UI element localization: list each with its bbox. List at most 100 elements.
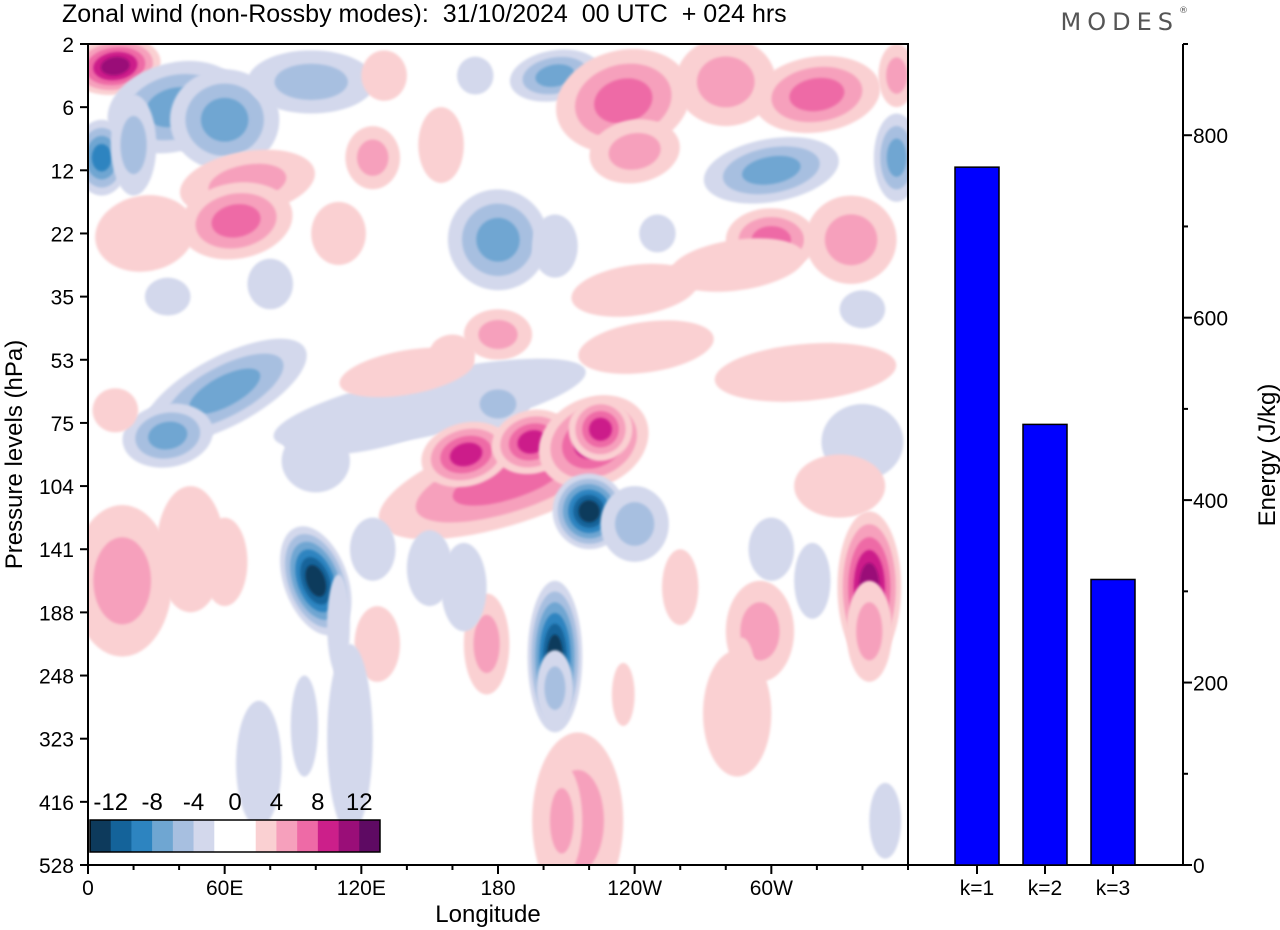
positive-wind-contour [728, 637, 756, 714]
bar-chart: 0 200 400 600 800 k=1 k=2 k=3 Energy (J/kg) [908, 43, 1280, 900]
contour-level [611, 662, 635, 727]
contour-level [144, 277, 191, 316]
contour-level [478, 319, 518, 350]
bar-k2 [1022, 423, 1068, 866]
contour-level [886, 57, 908, 94]
colorbar-label: -12 [93, 789, 128, 816]
x-tick-label: 180 [480, 877, 515, 900]
contour-level [349, 517, 396, 581]
colorbar-label: 0 [228, 789, 241, 816]
bar-y-axis-title: Energy (J/kg) [1254, 384, 1280, 527]
positive-wind-contour [675, 44, 776, 127]
y-tick-label: 528 [39, 855, 74, 878]
colorbar-swatch [214, 820, 236, 852]
positive-wind-contour [611, 662, 635, 727]
contour-level [148, 421, 188, 450]
contour-level [535, 64, 575, 87]
contour-level [571, 263, 698, 317]
contour-level [91, 143, 112, 172]
contour-level [662, 549, 699, 626]
colorbar-swatch [255, 820, 277, 852]
colorbar-swatch [338, 820, 360, 852]
contour-level [418, 107, 464, 183]
contour-level [714, 342, 897, 402]
contour-level [728, 637, 756, 714]
bar-y-tick-label: 800 [1193, 125, 1228, 148]
colorbar-label: 4 [270, 789, 283, 816]
contour-level [236, 700, 282, 828]
negative-wind-contour [110, 94, 157, 196]
negative-wind-contour [532, 214, 578, 278]
contour-level [354, 606, 401, 682]
chart-title: Zonal wind (non-Rossby modes): 31/10/202… [62, 0, 787, 28]
positive-wind-contour [878, 44, 908, 108]
bar-category-label: k=1 [960, 877, 994, 900]
contour-level [247, 258, 293, 310]
colorbar-swatch [172, 820, 194, 852]
y-tick-label: 323 [39, 729, 74, 752]
y-tick-label: 6 [62, 97, 74, 120]
positive-wind-contour [463, 309, 533, 360]
negative-wind-contour [536, 650, 574, 727]
contour-level [281, 429, 350, 493]
positive-wind-contour [753, 55, 881, 134]
x-tick-label: 60E [206, 877, 243, 900]
negative-wind-contour [639, 214, 676, 253]
contour-level [869, 782, 902, 859]
contour-level [449, 442, 483, 467]
x-axis-title: Longitude [435, 901, 540, 928]
negative-wind-contour [748, 517, 795, 581]
contour-level [532, 214, 578, 278]
y-tick-label: 22 [51, 223, 74, 246]
negative-wind-contour [247, 258, 293, 310]
contour-level [441, 542, 487, 632]
positive-wind-contour [95, 195, 195, 272]
bar-category-label: k=3 [1096, 877, 1130, 900]
positive-wind-contour [846, 580, 893, 682]
contour-level [839, 290, 886, 329]
positive-wind-contour [541, 763, 583, 865]
negative-wind-contour [406, 530, 453, 607]
colorbar-swatch [90, 820, 112, 852]
contour-level [578, 500, 600, 523]
positive-wind-contour [311, 201, 366, 266]
y-tick-label: 53 [51, 350, 74, 373]
contour-level [608, 132, 661, 170]
positive-wind-contour [345, 126, 401, 190]
contour-level [748, 517, 795, 581]
positive-wind-contour [418, 107, 464, 183]
y-tick-label: 35 [51, 287, 74, 310]
negative-wind-contour [703, 137, 839, 204]
bar-k3 [1090, 578, 1136, 866]
contour-level [794, 454, 886, 518]
x-tick-label: 120W [607, 877, 662, 900]
positive-wind-contour [794, 454, 886, 518]
contour-level [357, 139, 389, 176]
x-tick-label: 0 [82, 877, 94, 900]
negative-wind-contour [236, 700, 282, 828]
positive-wind-contour [421, 421, 511, 488]
positive-wind-contour [805, 195, 897, 284]
contour-level [361, 50, 407, 101]
contour-level [120, 115, 147, 175]
positive-wind-contour [92, 388, 139, 433]
positive-wind-contour [571, 263, 698, 317]
heatmap-contours [88, 44, 908, 865]
contour-level [100, 56, 130, 76]
colorbar-swatch [131, 820, 153, 852]
contour-level [549, 788, 574, 854]
y-axis-title: Pressure levels (hPa) [1, 340, 28, 569]
negative-wind-contour [247, 50, 375, 114]
contour-level [95, 195, 195, 272]
positive-wind-contour [589, 119, 680, 184]
colorbar-label: 8 [311, 789, 324, 816]
contour-level [274, 63, 348, 101]
bar-y-tick-label: 200 [1193, 673, 1228, 696]
negative-wind-contour [144, 277, 191, 316]
negative-wind-contour [280, 526, 352, 636]
bar-category-label: k=2 [1028, 877, 1062, 900]
contour-level [406, 530, 453, 607]
contour-level [742, 155, 801, 185]
